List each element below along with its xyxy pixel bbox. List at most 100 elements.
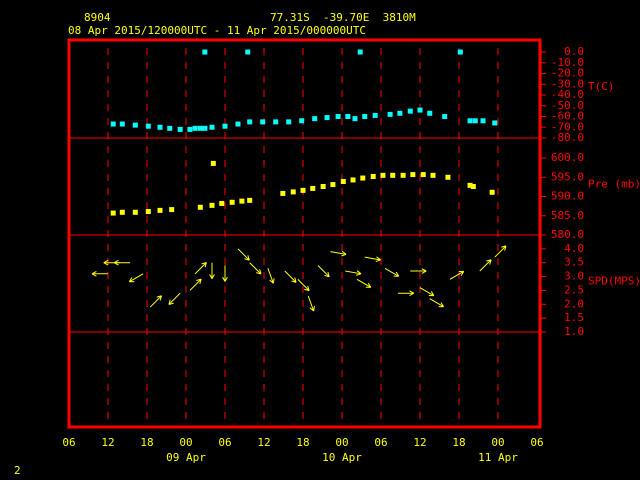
- wind-arrow: [364, 256, 381, 263]
- point: [445, 174, 451, 180]
- point: [397, 110, 403, 116]
- period: 08 Apr 2015/120000UTC - 11 Apr 2015/0000…: [68, 24, 366, 37]
- point: [489, 189, 495, 195]
- point: [229, 199, 235, 205]
- wind-arrow: [168, 292, 181, 305]
- wind-arrow: [297, 278, 310, 292]
- wind-arrow: [449, 270, 465, 280]
- y-tick-label: 585.0: [551, 209, 584, 222]
- point: [145, 123, 151, 129]
- point: [209, 202, 215, 208]
- y-axis-label: Pre (mb): [588, 178, 640, 191]
- point: [132, 209, 138, 215]
- point: [427, 110, 433, 116]
- x-tick-label: 06: [62, 436, 75, 449]
- y-tick-label: 3.5: [564, 256, 584, 269]
- wind-arrow: [307, 295, 315, 312]
- point: [119, 121, 125, 127]
- wind-arrow: [91, 270, 108, 277]
- station-location: 77.31S -39.70E 3810M: [270, 11, 416, 24]
- point: [157, 124, 163, 130]
- y-tick-label: 4.0: [564, 242, 584, 255]
- point: [222, 123, 228, 129]
- y-tick-label: 1.5: [564, 311, 584, 324]
- y-tick-label: -30.0: [551, 77, 584, 90]
- x-tick-label: 18: [296, 436, 309, 449]
- wind-arrow: [249, 262, 262, 275]
- y-axis-label: SPD(MPS): [588, 275, 640, 288]
- point: [167, 125, 173, 131]
- point: [492, 120, 498, 126]
- x-tick-label: 18: [140, 436, 153, 449]
- y-tick-label: 2.0: [564, 297, 584, 310]
- wind-arrow: [330, 250, 347, 257]
- point: [310, 185, 316, 191]
- point: [324, 115, 330, 121]
- point: [352, 116, 358, 122]
- point: [119, 209, 125, 215]
- point: [110, 121, 116, 127]
- date-label: 11 Apr: [478, 451, 518, 464]
- x-tick-label: 12: [413, 436, 426, 449]
- point: [219, 200, 225, 206]
- wind-arrow: [345, 270, 362, 276]
- wind-arrow: [149, 295, 163, 308]
- point: [360, 175, 366, 181]
- x-tick-label: 06: [530, 436, 543, 449]
- point: [187, 126, 193, 132]
- x-tick-label: 18: [452, 436, 465, 449]
- station-id: 8904: [84, 11, 111, 24]
- wind-arrow: [128, 273, 144, 283]
- point: [407, 108, 413, 114]
- point: [145, 209, 151, 215]
- point: [467, 182, 473, 188]
- point: [245, 49, 251, 55]
- point: [345, 114, 351, 120]
- wind-arrow: [410, 268, 427, 274]
- point: [132, 122, 138, 128]
- point: [299, 118, 305, 124]
- wind-arrow: [397, 290, 415, 297]
- x-tick-label: 06: [218, 436, 231, 449]
- point: [320, 184, 326, 189]
- wind-arrow: [317, 265, 330, 278]
- y-tick-label: 2.5: [564, 283, 584, 296]
- point: [247, 197, 253, 203]
- date-label: 10 Apr: [322, 451, 362, 464]
- y-tick-label: 0.0: [564, 45, 584, 58]
- y-tick-label: 590.0: [551, 190, 584, 203]
- point: [235, 121, 241, 127]
- point: [470, 184, 476, 189]
- y-tick-label: -60.0: [551, 110, 584, 123]
- wind-arrow: [479, 259, 492, 272]
- x-tick-label: 00: [335, 436, 348, 449]
- wind-arrow: [267, 268, 275, 284]
- y-tick-label: 595.0: [551, 170, 584, 183]
- point: [280, 190, 286, 196]
- frame: [67, 38, 542, 429]
- x-tick-label: 00: [179, 436, 192, 449]
- x-tick-label: 00: [491, 436, 504, 449]
- point: [340, 178, 346, 184]
- point: [260, 119, 266, 125]
- point: [370, 173, 376, 179]
- point: [290, 189, 296, 195]
- point: [467, 118, 473, 124]
- wind-arrow: [113, 259, 131, 266]
- point: [273, 119, 279, 125]
- point: [400, 172, 406, 178]
- point: [410, 172, 416, 178]
- point: [197, 204, 203, 210]
- x-tick-label: 06: [374, 436, 387, 449]
- point: [330, 182, 336, 188]
- x-tick-label: 12: [101, 436, 114, 449]
- point: [286, 119, 292, 125]
- point: [192, 125, 198, 131]
- y-tick-label: -50.0: [551, 99, 584, 112]
- point: [430, 172, 436, 178]
- point: [480, 118, 486, 124]
- y-tick-label: -40.0: [551, 88, 584, 101]
- point: [420, 172, 426, 178]
- point: [357, 49, 363, 55]
